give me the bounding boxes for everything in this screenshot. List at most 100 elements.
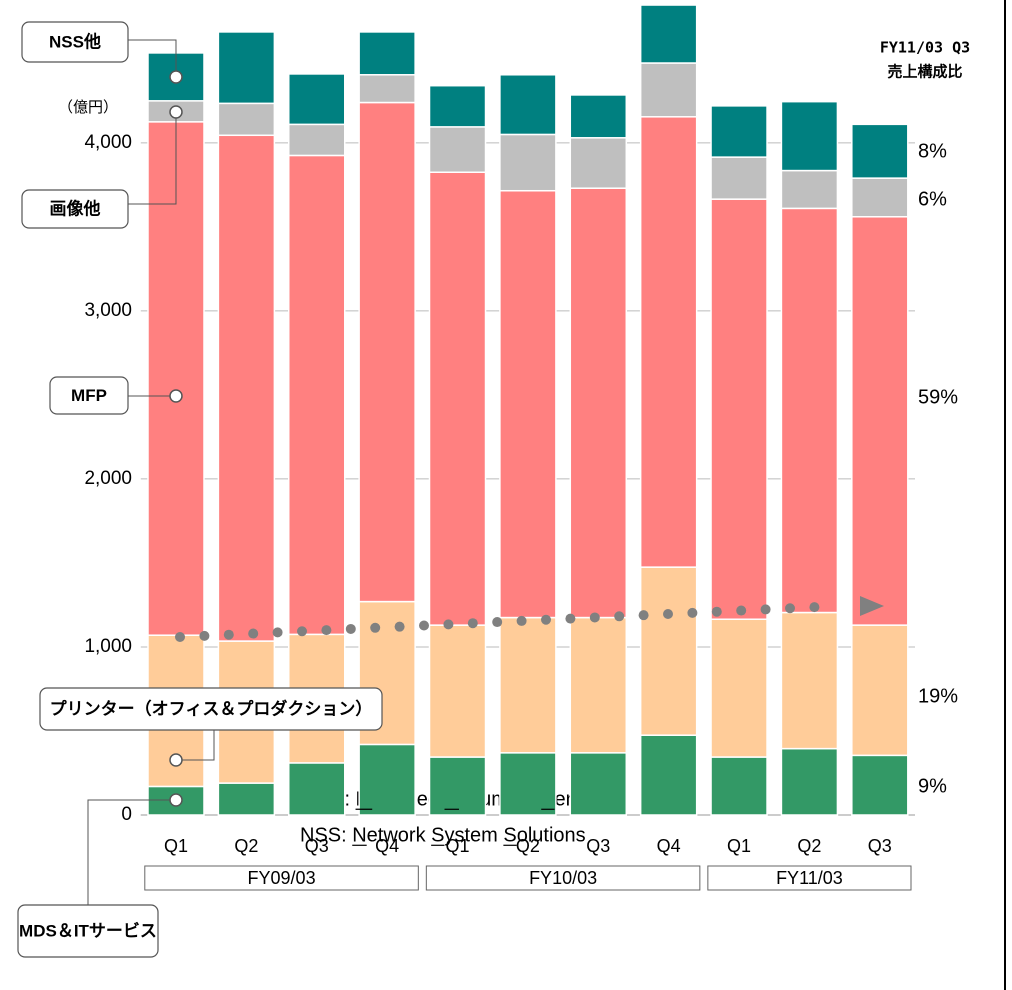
legend-label: MFP [71,386,107,405]
trend-dot [565,613,576,624]
bar-segment [639,566,698,736]
share-label: 8% [918,140,947,162]
y-tick-label: 0 [121,804,132,825]
callout-box [21,21,129,63]
trend-dot [248,628,259,639]
bar-segment [217,102,276,137]
bar-segment [780,100,839,172]
bar-segment [710,198,768,620]
header-line: 売上構成比 [887,63,962,81]
callout-box [39,687,383,731]
callout-dot [169,793,183,807]
trend-dot [370,622,381,633]
group-box [425,865,701,891]
x-tick-label: Q1 [164,836,188,856]
bar-segment [288,154,346,636]
bar-segment [358,743,416,816]
trend-dot [394,621,405,632]
bar-segment [710,105,768,158]
header-line: FY11/03 Q3 [880,39,970,57]
trend-dot [272,627,283,638]
bar-segment [288,762,346,816]
bar-segment [217,134,276,642]
bar-segment [428,624,487,758]
trend-dot [443,619,454,630]
trend-dot [736,605,747,616]
bar-segment [710,618,768,758]
y-tick-label: 2,000 [84,468,132,489]
share-label: 59% [918,386,958,408]
bar-segment [358,74,416,104]
trend-dot [467,618,478,629]
x-tick-label: Q4 [657,836,681,856]
trend-dot [321,625,332,636]
bar-segment [358,101,416,603]
bar-segment [217,782,276,816]
share-label: 19% [918,685,958,707]
bar-segment [851,216,909,626]
y-tick-label: 1,000 [84,636,132,657]
callout-box [21,189,129,229]
callout-leader [175,730,215,761]
bar-segment [710,156,768,200]
trend-dot [345,623,356,634]
unit-label: （億円） [58,99,118,116]
trend-dot [760,604,771,615]
x-tick-label: Q2 [797,836,821,856]
trend-dot [809,602,820,613]
trend-dot [199,630,210,641]
trend-dot [589,612,600,623]
x-tick-label: Q3 [586,836,610,856]
bar-segment [428,126,487,173]
group-label: FY10/03 [529,868,597,888]
bar-segment [499,133,557,192]
bar-segment [428,756,487,816]
trend-dot [687,607,698,618]
bar-segment [428,84,487,128]
y-tick-label: 3,000 [84,300,132,321]
trend-dot [297,626,307,637]
callout-leader [128,39,177,77]
callout-dot [169,70,183,84]
x-tick-label: Q4 [375,836,399,856]
trend-dot [419,620,429,631]
trend-dot [711,606,722,617]
bar-segment [639,4,698,64]
callout-leader [128,112,177,205]
bar-segment [780,169,839,210]
callout-box [17,904,159,958]
bar-segment [499,752,557,816]
footnote: NSS: Network System Solutions [300,824,586,846]
callout-leader [87,799,176,905]
trend-dot [516,615,527,626]
x-tick-label: Q2 [516,836,540,856]
bar-segment [499,616,557,754]
bar-segment [851,754,909,816]
share-label: 9% [918,775,947,797]
trend-arrow [860,596,884,616]
bar-segment [639,734,698,816]
bar-segment [288,123,346,157]
trend-dot [175,632,185,642]
trend-dot [492,617,503,628]
legend-label: 画像他 [50,198,101,218]
bar-segment [288,73,346,126]
bar-segment [851,177,909,218]
legend-label: MDS＆ITサービス [19,921,157,940]
group-label: FY09/03 [248,868,316,888]
trend-dot [638,610,649,621]
x-tick-label: Q1 [446,836,470,856]
bar-segment [569,187,628,619]
callout-dot [169,753,183,767]
group-label: FY11/03 [776,868,843,888]
x-tick-label: Q3 [868,836,892,856]
group-box [144,865,419,891]
bar-segment [428,171,487,626]
bar-segment [217,31,276,105]
bar-segment [780,611,839,750]
bar-segment [569,94,628,139]
x-tick-label: Q1 [727,836,751,856]
share-label: 6% [918,188,947,210]
x-tick-label: Q2 [234,836,258,856]
